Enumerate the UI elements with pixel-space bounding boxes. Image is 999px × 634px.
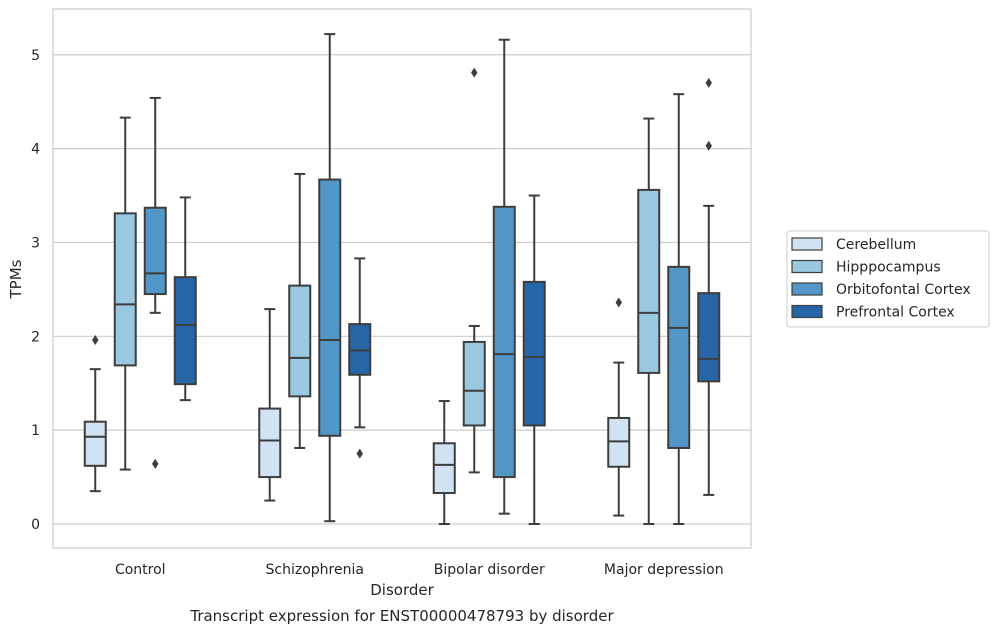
box-2-0-outlier-0	[152, 458, 159, 469]
legend-frame	[786, 230, 990, 328]
box-1-3-iqr	[637, 188, 661, 374]
series-3	[173, 77, 721, 525]
legend-swatch-1	[791, 259, 823, 274]
legend-swatch-0	[791, 237, 823, 251]
y-tick-label-4: 4	[31, 142, 40, 158]
y-tick-label-2: 2	[31, 329, 40, 345]
series-0	[83, 297, 631, 525]
plot-frame	[52, 8, 752, 549]
x-tick-label-2: Bipolar disorder	[434, 562, 545, 578]
box-0-0-outlier-0	[92, 335, 99, 346]
x-axis-ticks: Control Schizophrenia Bipolar disorder Majo…	[115, 562, 724, 578]
y-axis-ticks: 0 1 2 3 4 5	[31, 48, 40, 533]
box-3-2-iqr	[522, 280, 546, 427]
box-3-3-iqr	[697, 292, 721, 383]
box-3-3-outlier-1	[705, 77, 712, 88]
legend-swatch-3	[791, 304, 823, 319]
legend-label-2: Orbitofontal Cortex	[836, 282, 971, 298]
x-tick-label-1: Schizophrenia	[266, 562, 364, 578]
y-axis-label: TPMs	[7, 259, 25, 299]
box-1-2-outlier-0	[471, 67, 478, 78]
legend: Cerebellum Hipppocampus Orbitofontal Corte…	[786, 230, 990, 328]
box-1-2-iqr	[462, 340, 486, 427]
box-2-3-iqr	[667, 265, 691, 449]
legend-items: Cerebellum Hipppocampus Orbitofontal Corte…	[791, 237, 971, 321]
series-2	[143, 33, 691, 525]
y-tick-label-0: 0	[31, 517, 40, 533]
box-3-0-iqr	[173, 276, 197, 386]
box-2-0-iqr	[143, 206, 167, 296]
x-axis-label: Disorder	[370, 581, 434, 599]
box-0-3-outlier-0	[615, 297, 622, 308]
legend-label-0: Cerebellum	[836, 237, 916, 253]
legend-swatch-2	[791, 282, 823, 296]
box-series-group	[83, 33, 721, 525]
box-3-1-outlier-0	[356, 448, 363, 459]
grid-lines	[53, 54, 751, 525]
box-0-2-iqr	[432, 442, 456, 495]
chart-caption: Transcript expression for ENST0000047879…	[189, 607, 614, 625]
box-0-1-iqr	[258, 407, 282, 479]
y-tick-label-1: 1	[31, 423, 40, 439]
box-2-1-iqr	[318, 178, 342, 437]
y-tick-label-3: 3	[31, 235, 40, 251]
box-3-3-outlier-0	[705, 140, 712, 151]
box-1-1-iqr	[288, 284, 312, 398]
series-1	[113, 67, 661, 525]
box-2-2-iqr	[492, 205, 516, 479]
box-0-0-iqr	[83, 420, 107, 467]
y-tick-label-5: 5	[31, 48, 40, 64]
legend-label-3: Prefrontal Cortex	[836, 305, 955, 321]
x-tick-label-0: Control	[115, 562, 166, 578]
x-tick-label-3: Major depression	[604, 562, 724, 578]
legend-label-1: Hipppocampus	[836, 260, 941, 276]
box-1-0-iqr	[113, 212, 137, 367]
